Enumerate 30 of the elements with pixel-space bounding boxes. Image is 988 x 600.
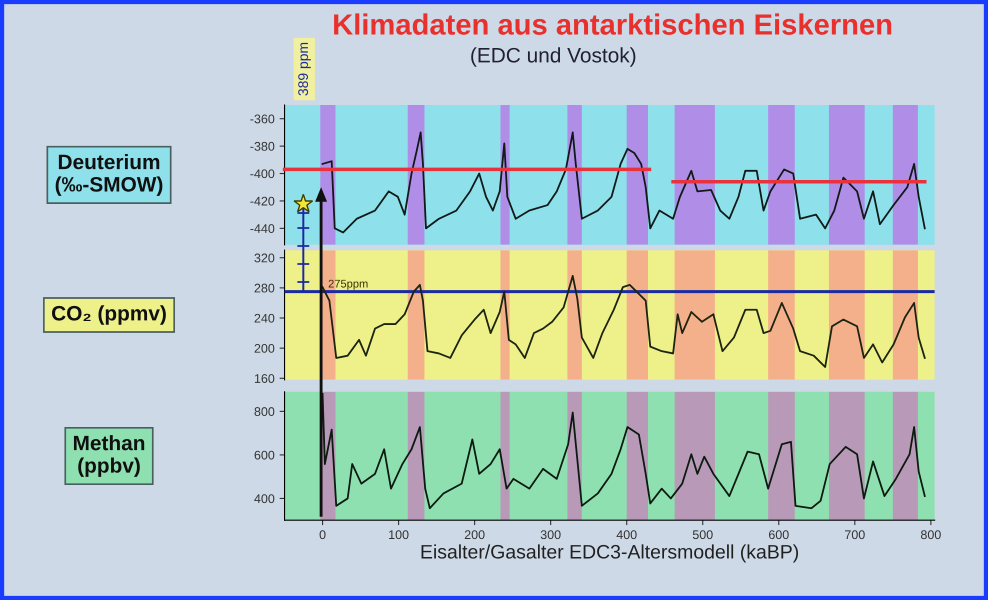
y-tick-label: -440 — [250, 224, 274, 234]
y-tick-label: -360 — [250, 114, 274, 124]
y-tick-label: 600 — [254, 450, 274, 460]
y-axis-title: Methan (ppbv) — [74, 435, 144, 477]
x-tick-label: 600 — [768, 530, 789, 540]
ref-line-label: 275ppm — [328, 280, 368, 290]
x-axis-title: Eisalter/Gasalter EDC3-Altersmodell (kaBP) — [422, 544, 798, 562]
x-tick-label: 200 — [464, 530, 485, 540]
y-tick-label: 280 — [254, 284, 274, 293]
x-tick-label: 500 — [692, 530, 713, 540]
x-tick-label: 400 — [616, 530, 637, 540]
y-tick-label: -380 — [250, 142, 274, 151]
y-axis-title: CO₂ (ppmv) — [52, 305, 166, 325]
y-tick-label: 400 — [254, 494, 274, 504]
y-tick-label: 800 — [254, 407, 274, 416]
x-tick-label: 800 — [920, 530, 941, 540]
x-tick-label: 0 — [320, 530, 326, 540]
x-tick-label: 300 — [540, 530, 561, 540]
y-tick-label: 320 — [254, 254, 274, 262]
y-axis-title: Deuterium (‰-SMOW) — [56, 154, 162, 196]
chart-subtitle: (EDC und Vostok) — [471, 47, 636, 67]
y-tick-label: 160 — [254, 374, 274, 383]
y-tick-label: -400 — [250, 169, 274, 178]
x-tick-label: 700 — [845, 530, 865, 540]
y-tick-label: -420 — [250, 196, 274, 206]
text: 389 ppm — [298, 42, 311, 96]
y-tick-label: 240 — [254, 314, 274, 323]
x-tick-label: 100 — [389, 530, 409, 540]
chart-title: Klimadaten aus antarktischen Eiskernen — [334, 13, 892, 35]
y-tick-label: 200 — [254, 344, 274, 353]
